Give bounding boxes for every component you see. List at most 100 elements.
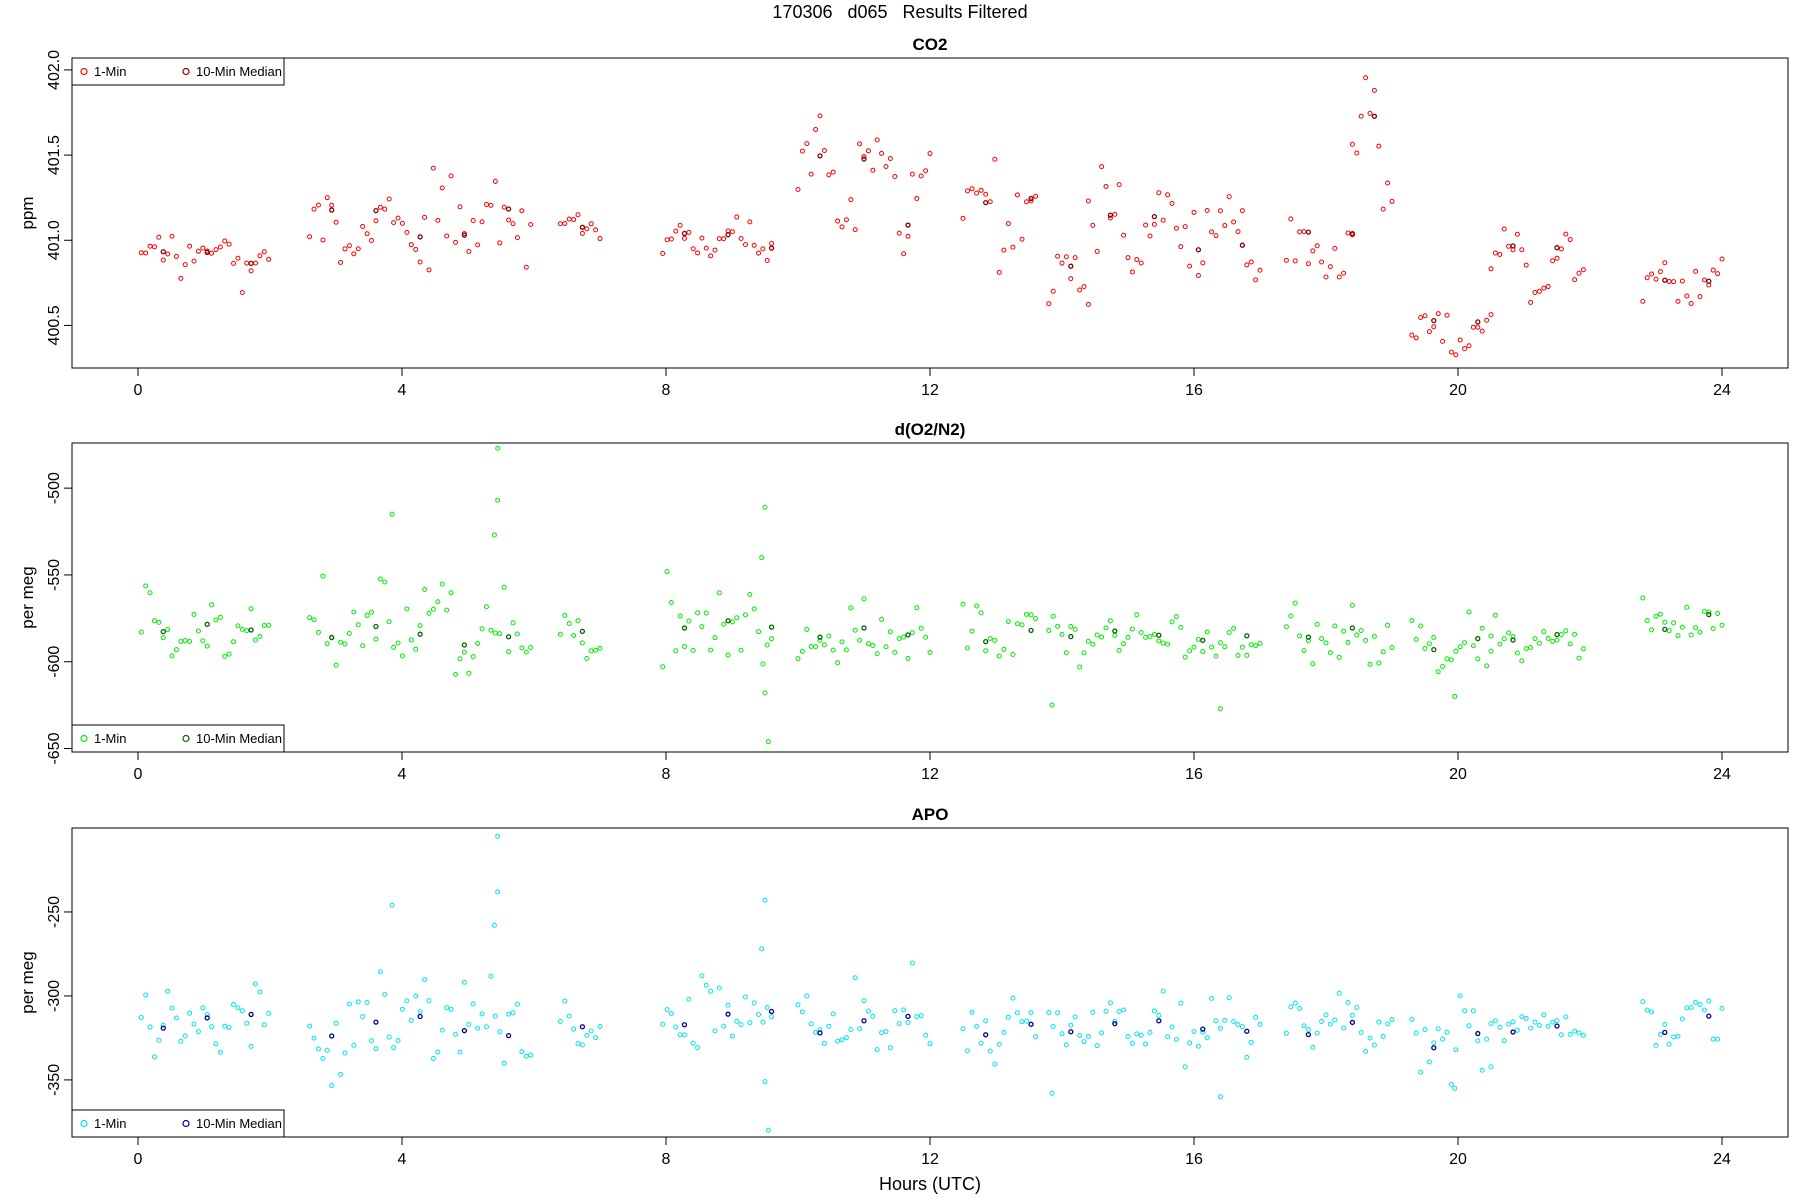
median-point	[505, 1033, 512, 1039]
data-point	[686, 996, 692, 1002]
data-point	[1363, 1048, 1369, 1054]
data-point	[1435, 669, 1441, 675]
data-point	[475, 1025, 481, 1031]
data-point	[974, 1023, 980, 1029]
data-point	[1452, 693, 1458, 699]
data-point	[901, 634, 907, 640]
data-point	[1138, 1032, 1144, 1038]
data-point	[253, 260, 259, 266]
data-point	[1666, 628, 1672, 634]
data-point	[519, 645, 525, 651]
data-point	[721, 236, 727, 242]
legend-marker	[80, 734, 88, 743]
data-point	[965, 645, 971, 651]
data-point	[147, 1024, 153, 1030]
data-point	[1492, 612, 1498, 618]
data-point	[1528, 1025, 1534, 1031]
data-point	[1138, 630, 1144, 636]
data-point	[1506, 630, 1512, 636]
data-point	[1182, 1064, 1188, 1070]
data-point	[1440, 338, 1446, 344]
data-point	[1187, 648, 1193, 654]
data-point	[1466, 609, 1472, 615]
data-point	[1209, 229, 1215, 235]
data-point	[1213, 233, 1219, 239]
data-point	[178, 1038, 184, 1044]
data-point	[1049, 1090, 1055, 1096]
data-point	[1644, 275, 1650, 281]
data-point	[983, 191, 989, 197]
data-point	[1014, 621, 1020, 627]
data-point	[1209, 995, 1215, 1001]
data-point	[1121, 232, 1127, 238]
data-point	[1649, 1009, 1655, 1015]
x-tick-label: 20	[1449, 1151, 1467, 1168]
data-point	[1657, 269, 1663, 275]
data-point	[497, 1029, 503, 1035]
median-point	[1554, 1023, 1560, 1029]
data-point	[1435, 311, 1441, 317]
data-point	[404, 998, 410, 1004]
data-point	[324, 1047, 330, 1053]
data-point	[1143, 222, 1149, 228]
x-tick-label: 12	[921, 1151, 939, 1168]
data-point	[1501, 1038, 1507, 1044]
data-point	[751, 242, 757, 248]
data-point	[1094, 248, 1100, 254]
data-point	[905, 1020, 911, 1026]
data-point	[765, 739, 771, 745]
data-point	[165, 988, 171, 994]
data-point	[320, 237, 326, 243]
median-point	[1068, 633, 1074, 640]
median-point	[817, 1030, 823, 1036]
data-point	[830, 647, 836, 653]
data-point	[918, 173, 924, 179]
median-point	[983, 200, 989, 206]
data-point	[399, 220, 405, 226]
data-point	[138, 629, 144, 635]
data-point	[235, 623, 241, 629]
data-point	[1706, 609, 1712, 615]
data-point	[244, 260, 250, 266]
data-point	[187, 243, 193, 249]
data-point	[1435, 1026, 1441, 1032]
chart-panel-2: APO 0 4 8 12 16 20 24 -350 -300 -250 per meg 1-Min 10…	[18, 805, 1789, 1168]
data-point	[1050, 1024, 1056, 1030]
data-point	[1389, 1017, 1395, 1023]
data-point	[204, 643, 210, 649]
median-point	[1706, 278, 1712, 284]
data-point	[329, 1083, 335, 1089]
data-point	[1077, 664, 1083, 670]
data-point	[1448, 657, 1454, 663]
data-point	[191, 612, 197, 618]
data-point	[799, 148, 805, 154]
data-point	[1257, 267, 1263, 273]
plot-frame	[71, 827, 1789, 1138]
data-point	[729, 619, 735, 625]
median-point	[505, 634, 512, 640]
data-point	[708, 647, 714, 653]
median-point	[417, 631, 423, 637]
median-point	[861, 156, 867, 162]
data-point	[725, 652, 731, 658]
median-point	[725, 232, 731, 238]
data-point	[351, 251, 357, 257]
data-point	[1217, 208, 1223, 214]
data-point	[1292, 258, 1298, 264]
data-point	[1173, 225, 1179, 231]
data-point	[1319, 636, 1325, 642]
data-point	[1576, 270, 1582, 276]
data-point	[1380, 206, 1386, 212]
data-point	[1519, 1014, 1525, 1020]
data-point	[571, 1026, 577, 1032]
y-tick-label: 401.0	[46, 220, 63, 260]
data-point	[355, 246, 361, 252]
data-point	[391, 1045, 397, 1051]
legend: 1-Min 10-Min Median	[71, 724, 285, 753]
data-point	[138, 250, 144, 256]
data-point	[1195, 272, 1201, 278]
data-point	[1358, 113, 1364, 119]
x-tick-label: 12	[921, 382, 939, 399]
data-point	[795, 186, 801, 192]
data-point	[909, 630, 915, 636]
